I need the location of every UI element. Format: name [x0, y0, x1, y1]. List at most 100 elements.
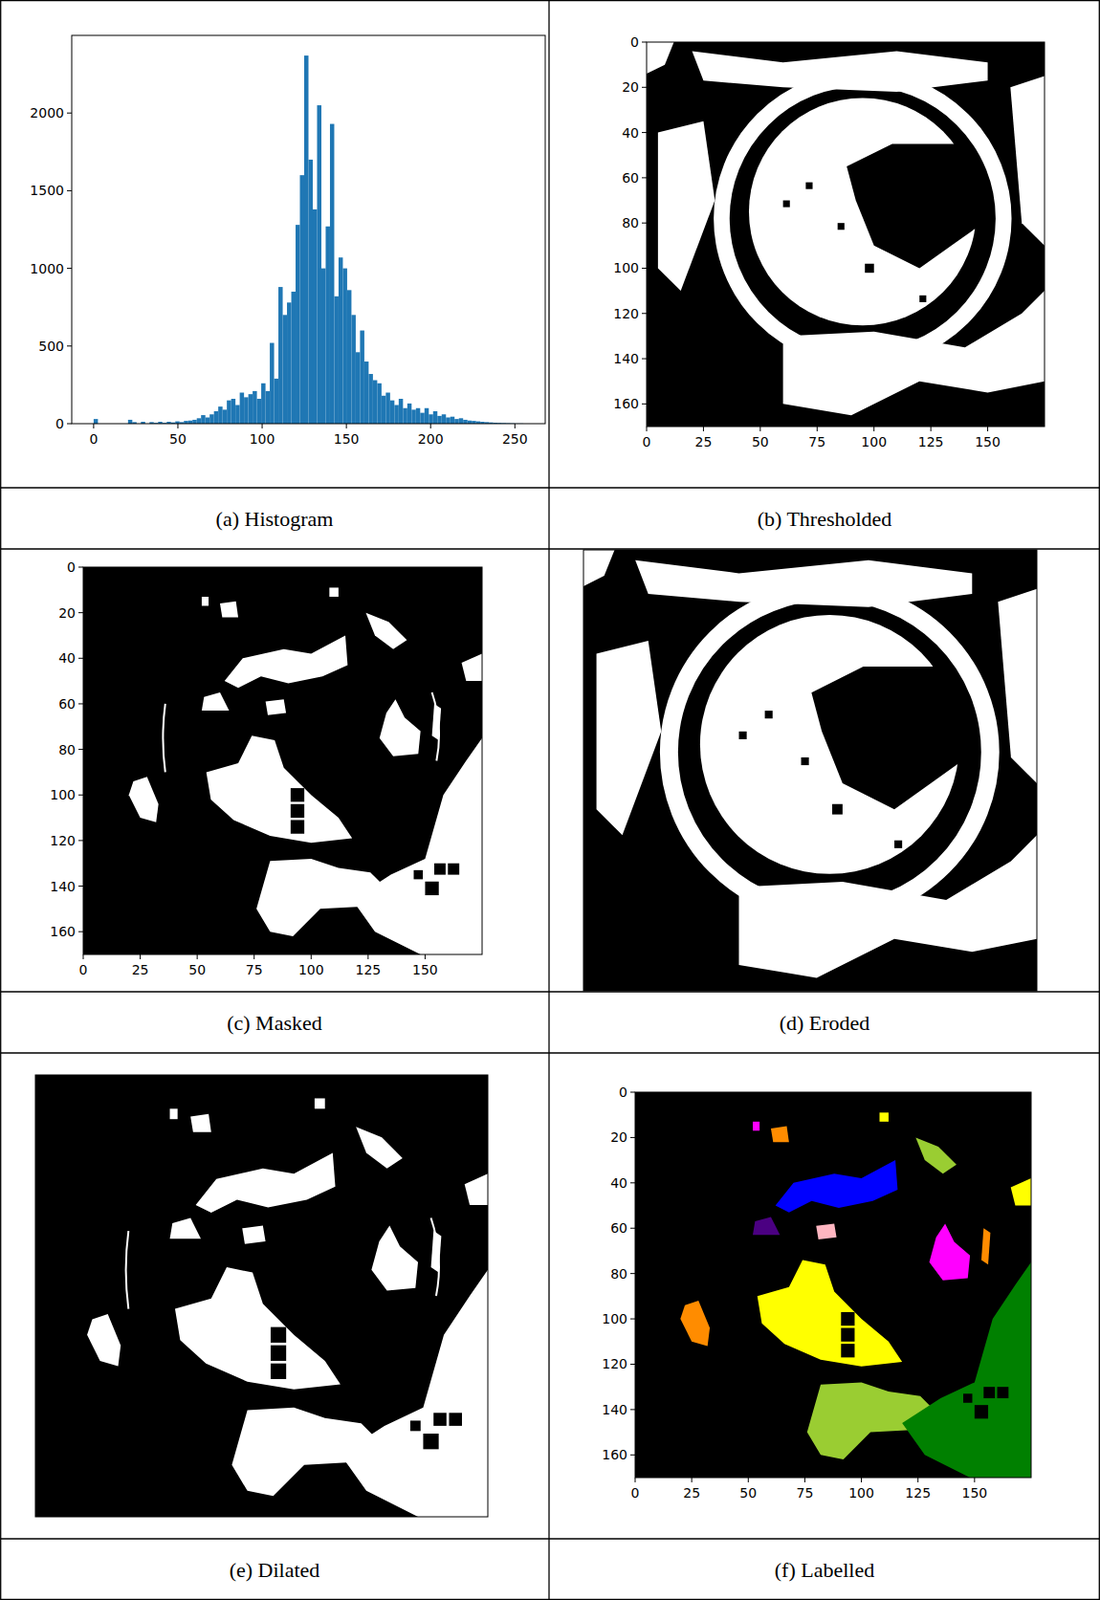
- hist-bar: [192, 419, 197, 424]
- hist-bar: [441, 414, 446, 424]
- image-arc: [126, 1231, 130, 1310]
- image-region: [752, 1216, 780, 1235]
- y-tick-label: 140: [613, 351, 639, 367]
- image-region: [129, 776, 159, 823]
- hist-bar: [373, 380, 377, 424]
- hist-bar: [321, 268, 326, 424]
- caption: (b) Thresholded: [757, 506, 893, 531]
- hist-bar: [416, 408, 420, 424]
- y-tick-label: 140: [601, 1402, 628, 1418]
- image-hole: [983, 1386, 995, 1399]
- x-tick-label: 150: [974, 434, 1001, 450]
- cell-border: [0, 0, 1, 1600]
- hist-bar: [462, 419, 467, 424]
- image-region: [770, 1126, 790, 1144]
- y-tick-label: 160: [613, 396, 639, 412]
- x-tick: [635, 1477, 637, 1483]
- image-region: [190, 1114, 212, 1133]
- image-region: [170, 1217, 201, 1239]
- hist-bar: [257, 398, 262, 424]
- image-hole: [832, 804, 843, 815]
- y-tick-label: 100: [49, 787, 76, 803]
- y-tick: [78, 794, 84, 796]
- y-tick: [641, 176, 647, 178]
- image-bg: [646, 42, 1045, 427]
- hist-bar: [240, 393, 244, 424]
- image-region: [783, 290, 1045, 416]
- image-region: [242, 1226, 265, 1245]
- plot-frame: [71, 35, 546, 424]
- image-hole: [840, 1312, 855, 1326]
- hist-bar: [398, 398, 403, 424]
- x-tick-label: 0: [79, 962, 88, 978]
- y-tick: [66, 423, 72, 425]
- cell-border: [548, 0, 550, 1600]
- image-hole: [414, 870, 424, 880]
- y-tick: [78, 748, 84, 750]
- hist-bar: [351, 314, 355, 424]
- y-tick-label: 2000: [29, 105, 65, 121]
- x-tick: [83, 954, 85, 960]
- y-tick: [641, 267, 647, 269]
- hist-bar: [93, 418, 98, 424]
- x-tick-label: 50: [751, 434, 770, 450]
- y-tick-label: 100: [601, 1311, 628, 1327]
- image-arc: [431, 1217, 440, 1297]
- y-tick-label: 140: [49, 879, 76, 895]
- hist-bar: [291, 291, 296, 424]
- image-region: [1010, 75, 1045, 245]
- x-tick-label: 50: [188, 962, 206, 978]
- image-region: [902, 1262, 1032, 1478]
- x-tick: [514, 423, 516, 429]
- y-tick: [66, 345, 72, 347]
- hist-bar: [437, 416, 441, 424]
- plot-frame: [646, 42, 1045, 427]
- image-region: [635, 560, 972, 608]
- image-hole: [270, 1327, 286, 1343]
- x-tick: [748, 1477, 749, 1483]
- y-tick-label: 160: [601, 1447, 628, 1463]
- hist-bar: [248, 394, 253, 424]
- caption: (c) Masked: [226, 1011, 323, 1035]
- image-hole: [410, 1420, 421, 1431]
- hist-bar: [376, 383, 381, 424]
- image-region: [757, 1259, 902, 1366]
- x-tick: [703, 426, 704, 432]
- x-tick: [430, 423, 432, 429]
- plot-frame: [83, 567, 483, 955]
- y-tick: [641, 312, 647, 314]
- plot-frame: [635, 1092, 1032, 1478]
- hist-bar: [338, 257, 343, 424]
- hist-bar: [454, 418, 459, 424]
- x-tick: [253, 954, 255, 960]
- image-region: [658, 121, 715, 291]
- x-tick-label: 25: [132, 962, 150, 978]
- x-tick-label: 0: [88, 431, 98, 447]
- hist-bar: [459, 418, 463, 424]
- hist-bar: [226, 400, 231, 424]
- y-tick: [78, 612, 84, 614]
- hist-bar: [214, 411, 219, 424]
- y-tick-label: 80: [610, 1266, 628, 1282]
- hist-bar: [205, 418, 210, 424]
- x-tick-label: 25: [695, 434, 713, 450]
- hist-bar: [355, 352, 360, 424]
- y-tick: [78, 839, 84, 841]
- cell-border: [1099, 0, 1100, 1600]
- y-tick-label: 1000: [29, 261, 65, 277]
- image-hole: [765, 710, 773, 719]
- image-gap: [846, 143, 984, 268]
- y-tick-label: 80: [58, 742, 76, 758]
- x-tick-label: 125: [904, 1485, 931, 1501]
- cell-border: [0, 0, 1100, 1]
- y-tick-label: 160: [49, 924, 76, 940]
- hist-bar: [274, 378, 279, 424]
- plot-area: [646, 42, 1045, 427]
- image-region: [680, 1300, 710, 1346]
- y-tick: [78, 658, 84, 660]
- cell-border: [0, 486, 1100, 488]
- x-tick: [424, 954, 426, 960]
- hist-bar: [295, 224, 300, 424]
- x-tick-label: 50: [169, 431, 187, 447]
- image-region: [314, 1098, 326, 1109]
